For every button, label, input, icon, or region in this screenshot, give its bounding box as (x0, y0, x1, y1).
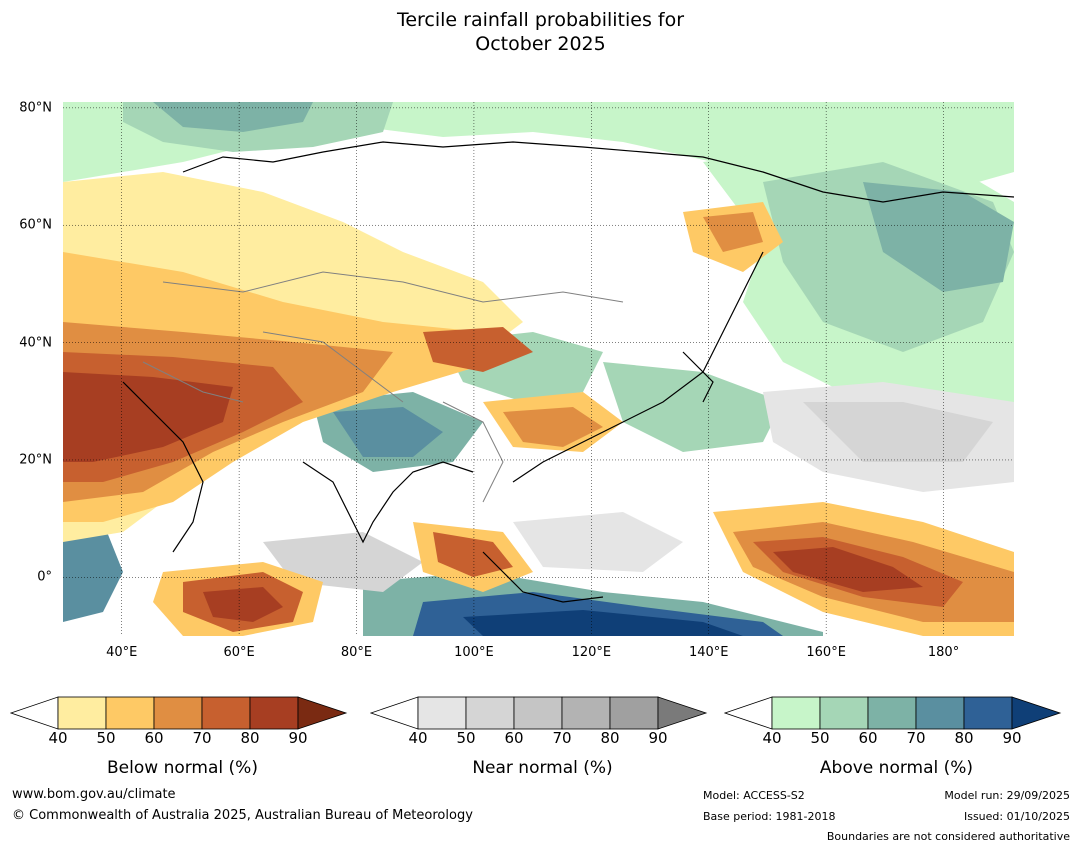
base-period-text: Base period: 1981-2018 (703, 810, 836, 823)
legend-tick: 70 (192, 729, 212, 747)
legend-tick: 70 (552, 729, 572, 747)
legend-tick: 40 (762, 729, 782, 747)
lon-label: 100°E (454, 645, 494, 660)
legend-tick: 70 (906, 729, 926, 747)
legend-tick: 90 (1002, 729, 1022, 747)
lon-label: 120°E (571, 645, 612, 660)
legend-title-above: Above normal (%) (819, 758, 974, 778)
colorbar-segment (201, 696, 251, 730)
legend-tick: 60 (858, 729, 878, 747)
rainfall-probability-map (63, 102, 1014, 636)
colorbar-segment (915, 696, 965, 730)
legend-tick: 60 (144, 729, 164, 747)
lat-label: 60°N (19, 217, 52, 233)
title-line-1: Tercile rainfall probabilities for (396, 9, 685, 31)
lon-label: 180° (927, 645, 960, 660)
colorbar-max-extension (297, 696, 348, 730)
legend-tick: 50 (456, 729, 476, 747)
colorbar-min-extension (370, 696, 419, 730)
country-borders (142, 271, 624, 503)
colorbar-segment (771, 696, 821, 730)
coastlines (122, 141, 1014, 603)
lat-label: 20°N (19, 452, 52, 468)
legend-tick: 40 (48, 729, 68, 747)
legend-above-normal: 40 50 60 70 80 90 Above normal (%) (724, 696, 1069, 786)
legend-tick: 80 (600, 729, 620, 747)
boundaries-note: Boundaries are not considered authoritat… (826, 830, 1070, 843)
website-link[interactable]: www.bom.gov.au/climate (12, 787, 176, 802)
legend-tick: 50 (96, 729, 116, 747)
colorbar-min-extension (724, 696, 773, 730)
title-line-2: October 2025 (475, 33, 606, 55)
model-run-text: Model run: 29/09/2025 (944, 789, 1070, 802)
legend-tick: 90 (288, 729, 308, 747)
colorbar-min-extension (10, 696, 59, 730)
model-text: Model: ACCESS-S2 (703, 789, 805, 802)
colorbar-near (370, 696, 708, 730)
lat-label: 40°N (19, 335, 52, 351)
lon-label: 160°E (806, 645, 846, 660)
colorbar-segment (465, 696, 515, 730)
colorbar-segment (153, 696, 203, 730)
colorbar-above (724, 696, 1062, 730)
colorbar-segment (417, 696, 467, 730)
lat-label: 80°N (19, 100, 52, 116)
colorbar-segment (249, 696, 299, 730)
colorbar-segment (819, 696, 869, 730)
copyright-text: © Commonwealth of Australia 2025, Austra… (12, 808, 473, 823)
graticule (63, 102, 1014, 636)
colorbar-max-extension (657, 696, 708, 730)
map-canvas (63, 102, 1014, 636)
legend-tick: 40 (408, 729, 428, 747)
lon-label: 80°E (340, 645, 373, 660)
legend-tick: 60 (504, 729, 524, 747)
colorbar-segment (609, 696, 659, 730)
colorbar-segment (867, 696, 917, 730)
colorbar-segment (561, 696, 611, 730)
colorbar-below (10, 696, 348, 730)
colorbar-max-extension (1011, 696, 1062, 730)
colorbar-segment (513, 696, 563, 730)
legend-near-normal: 40 50 60 70 80 90 Near normal (%) (370, 696, 715, 786)
legend-title-near: Near normal (%) (472, 758, 613, 778)
legend-below-normal: 40 50 60 70 80 90 Below normal (%) (10, 696, 355, 786)
lon-label: 140°E (688, 645, 729, 660)
lon-label: 60°E (223, 645, 255, 660)
legend-tick: 80 (954, 729, 974, 747)
legend-title-below: Below normal (%) (107, 758, 258, 778)
legend-tick: 50 (810, 729, 830, 747)
colorbar-segment (105, 696, 155, 730)
issued-text: Issued: 01/10/2025 (963, 810, 1070, 823)
legend-tick: 80 (240, 729, 260, 747)
lat-label: 0° (37, 569, 52, 585)
legend-tick: 90 (648, 729, 668, 747)
below-normal-regions (63, 172, 1014, 636)
colorbar-segment (57, 696, 107, 730)
map-title: Tercile rainfall probabilities for Octob… (0, 8, 1081, 56)
colorbar-segment (963, 696, 1013, 730)
lon-label: 40°E (106, 645, 138, 660)
